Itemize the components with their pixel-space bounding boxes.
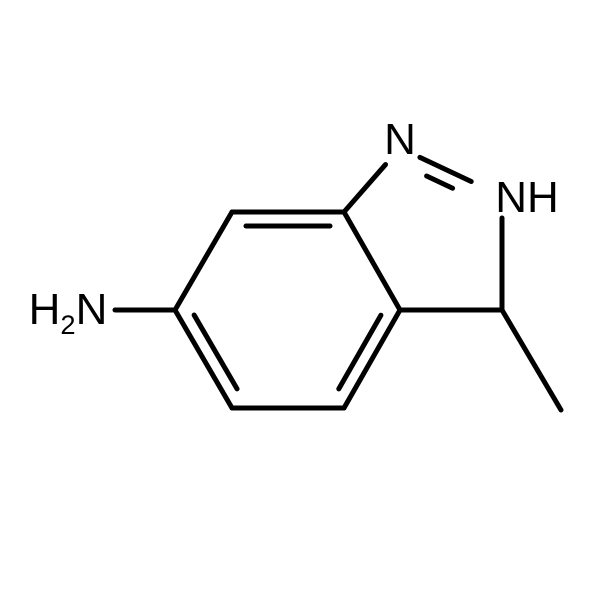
bond-line — [344, 165, 386, 212]
bond-line — [344, 212, 400, 310]
bond-line — [502, 310, 561, 410]
bond-line — [175, 212, 232, 310]
atom-label-n7: N — [384, 118, 416, 162]
bond-line — [427, 176, 453, 188]
bond-line — [175, 310, 232, 408]
molecule-canvas: N NH H2N — [0, 0, 600, 600]
atom-label-n11: H2N — [29, 288, 108, 332]
bond-line — [344, 310, 400, 408]
atom-label-n8: NH — [495, 176, 559, 220]
